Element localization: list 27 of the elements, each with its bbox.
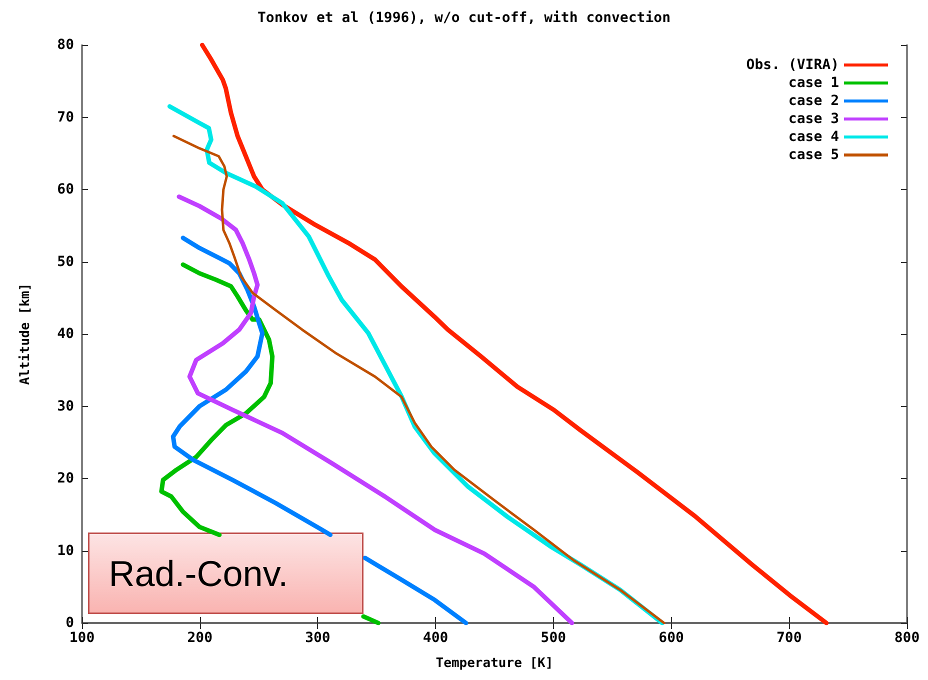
x-tick-label: 500 — [540, 630, 566, 646]
legend-label: case 1 — [788, 75, 839, 91]
x-tick-label: 700 — [776, 630, 802, 646]
y-tick-label: 30 — [57, 398, 74, 414]
y-tick-label: 40 — [57, 326, 74, 342]
y-tick-label: 80 — [57, 37, 74, 53]
legend-label: case 4 — [788, 129, 839, 145]
y-tick-label: 10 — [57, 542, 74, 559]
x-tick-label: 300 — [305, 630, 330, 646]
y-tick-label: 60 — [57, 182, 74, 198]
y-tick-label: 50 — [57, 254, 74, 270]
y-axis-title: Altitude [km] — [18, 283, 33, 385]
y-tick-label: 20 — [57, 470, 74, 486]
x-tick-label: 100 — [69, 630, 95, 646]
x-tick-label: 200 — [187, 630, 213, 646]
y-tick-label: 0 — [66, 615, 74, 631]
legend-label: Obs. (VIRA) — [746, 57, 839, 73]
legend-label: case 3 — [788, 111, 839, 127]
y-tick-label: 70 — [57, 109, 74, 126]
annotation: Rad.-Conv. — [108, 552, 288, 594]
legend-label: case 5 — [788, 147, 839, 163]
x-tick-label: 400 — [422, 630, 448, 646]
x-tick-label: 800 — [894, 630, 920, 646]
x-tick-label: 600 — [658, 630, 684, 646]
chart-title: Tonkov et al (1996), w/o cut-off, with convection — [257, 10, 671, 26]
legend-label: case 2 — [788, 93, 839, 109]
x-axis-title: Temperature [K] — [436, 656, 554, 671]
